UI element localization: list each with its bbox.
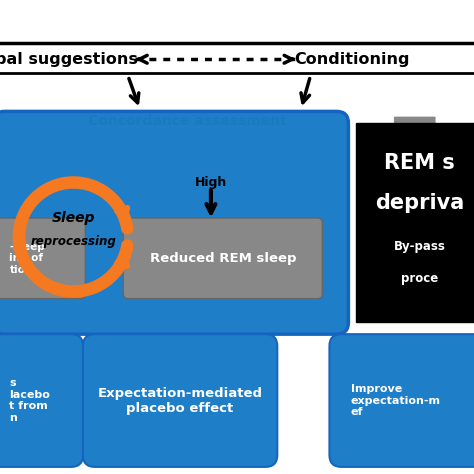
Polygon shape: [0, 187, 32, 254]
Text: Conditioning: Conditioning: [294, 52, 410, 67]
Text: proce: proce: [401, 272, 438, 285]
Text: Concordance assessment: Concordance assessment: [88, 114, 287, 128]
FancyBboxPatch shape: [0, 111, 348, 334]
Text: High: High: [195, 176, 227, 189]
Text: Improve
expectation-m
ef: Improve expectation-m ef: [351, 384, 441, 417]
FancyBboxPatch shape: [329, 334, 474, 467]
Text: By-pass: By-pass: [393, 240, 446, 253]
FancyBboxPatch shape: [123, 218, 322, 299]
Text: Sleep: Sleep: [52, 211, 95, 225]
Polygon shape: [185, 312, 246, 347]
FancyBboxPatch shape: [0, 218, 85, 299]
Text: REM s: REM s: [384, 153, 455, 173]
FancyBboxPatch shape: [83, 334, 277, 467]
Text: depriva: depriva: [375, 193, 464, 213]
Bar: [356, 123, 474, 322]
Text: s
lacebo
t from
n: s lacebo t from n: [9, 378, 50, 423]
Polygon shape: [157, 118, 218, 153]
Text: bal suggestions: bal suggestions: [0, 52, 138, 67]
Text: reprocessing: reprocessing: [31, 235, 116, 248]
Text: Expectation-mediated
placebo effect: Expectation-mediated placebo effect: [98, 386, 263, 415]
Text: -sleep
ing of
tion: -sleep ing of tion: [9, 242, 45, 275]
Polygon shape: [384, 118, 445, 153]
FancyBboxPatch shape: [0, 334, 83, 467]
Text: Reduced REM sleep: Reduced REM sleep: [149, 252, 296, 265]
Polygon shape: [442, 187, 474, 254]
